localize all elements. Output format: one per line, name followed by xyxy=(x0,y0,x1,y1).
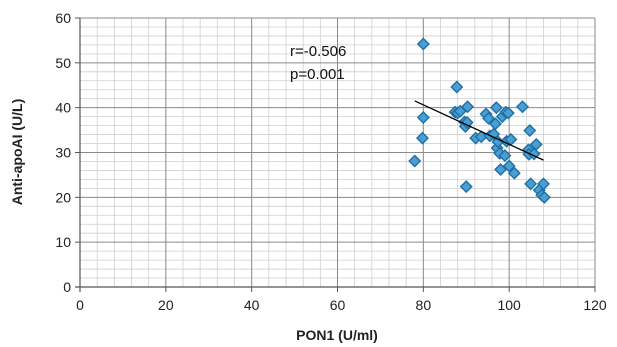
data-point xyxy=(515,100,529,114)
data-point xyxy=(460,115,474,129)
data-point xyxy=(507,166,521,180)
x-tick-label: 40 xyxy=(244,297,260,313)
data-point xyxy=(461,100,475,114)
data-point xyxy=(524,177,538,191)
data-point xyxy=(416,37,430,51)
y-tick-labels: 0 10 20 30 40 50 60 xyxy=(55,10,71,295)
x-tick-label: 0 xyxy=(76,297,84,313)
x-tick-label: 60 xyxy=(330,297,346,313)
data-point xyxy=(408,154,422,168)
y-tick-label: 30 xyxy=(55,145,71,161)
data-point xyxy=(489,101,503,115)
data-point xyxy=(488,117,502,131)
x-tick-label: 120 xyxy=(583,297,607,313)
data-point xyxy=(501,106,515,120)
x-tick-labels: 0 20 40 60 80 100 120 xyxy=(76,297,607,313)
trendline xyxy=(414,100,544,161)
data-point xyxy=(498,149,512,163)
y-tick-label: 60 xyxy=(55,10,71,26)
y-tick-label: 0 xyxy=(63,279,71,295)
data-point xyxy=(459,180,473,194)
x-tick-label: 100 xyxy=(497,297,521,313)
data-point xyxy=(529,137,543,151)
y-tick-label: 50 xyxy=(55,55,71,71)
data-point xyxy=(523,124,537,138)
x-tick-label: 20 xyxy=(158,297,174,313)
y-tick-label: 40 xyxy=(55,100,71,116)
data-point xyxy=(537,177,550,191)
data-point xyxy=(450,80,464,94)
data-point xyxy=(494,163,508,177)
x-tick-label: 80 xyxy=(416,297,432,313)
y-tick-label: 10 xyxy=(55,234,71,250)
data-point xyxy=(482,111,496,125)
data-point xyxy=(416,111,430,125)
y-tick-label: 20 xyxy=(55,189,71,205)
x-axis-title: PON1 (U/ml) xyxy=(296,327,378,343)
annotation-p: p=0.001 xyxy=(290,66,345,83)
annotation-r: r=-0.506 xyxy=(290,43,346,60)
axes xyxy=(75,17,596,292)
y-axis-title: Anti-apoAI (U/L) xyxy=(9,99,25,206)
data-point xyxy=(537,190,551,204)
data-point xyxy=(415,131,429,145)
trendline-group xyxy=(414,100,544,161)
data-point xyxy=(502,159,516,173)
